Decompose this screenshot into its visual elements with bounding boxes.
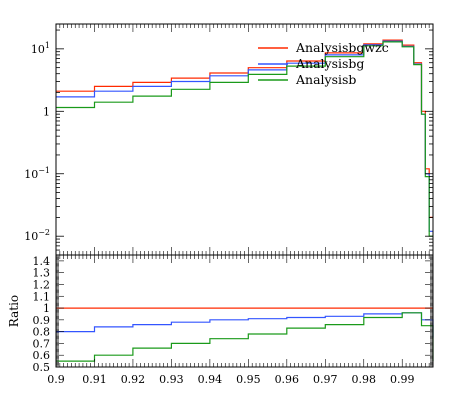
main-panel — [56, 39, 433, 237]
ratio-y-tick-label: 1 — [43, 302, 50, 315]
ratio-y-tick-label: 0.9 — [33, 314, 51, 327]
x-tick-label: 0.97 — [313, 373, 338, 386]
x-tick-label: 0.96 — [275, 373, 300, 386]
ratio-y-tick-label: 1.3 — [33, 267, 51, 280]
main-series-Analysisbg — [56, 40, 433, 232]
x-tick-label: 0.95 — [236, 373, 261, 386]
legend-label-Analysisb: Analysisb — [295, 72, 356, 87]
x-tick-label: 0.98 — [352, 373, 377, 386]
ratio-y-axis: 1.41.31.21.110.90.80.70.60.5 — [33, 254, 433, 374]
legend-label-Analysisbg: Analysisbg — [295, 56, 364, 71]
main-y-axis: 101 1 10−1 10−2 — [24, 29, 433, 256]
main-y-tick-label: 10−1 — [24, 166, 50, 181]
ratio-y-tick-label: 1.1 — [33, 290, 51, 303]
ratio-y-tick-label: 0.8 — [33, 326, 51, 339]
x-tick-label: 0.92 — [121, 373, 146, 386]
ratio-y-tick-label: 0.5 — [33, 361, 51, 374]
ratio-y-tick-label: 1.2 — [33, 278, 51, 291]
main-y-tick-label: 1 — [43, 105, 50, 118]
ratio-series-Analysisbg — [56, 312, 434, 338]
main-frame — [55, 23, 434, 256]
x-tick-label: 0.99 — [390, 373, 415, 386]
x-axis: 0.9 0.91 0.92 0.93 0.94 0.95 0.96 0.97 0.98 0.99 — [47, 24, 434, 386]
ratio-y-tick-label: 0.6 — [33, 349, 51, 362]
main-y-tick-label: 10−2 — [24, 228, 50, 243]
ratio-series-Analysisb — [56, 312, 434, 362]
x-tick-label: 0.94 — [198, 373, 223, 386]
ratio-panel — [56, 307, 434, 362]
legend-label-Analysisbgwzc: Analysisbgwzc — [295, 40, 389, 55]
main-y-tick-label: 101 — [31, 41, 50, 56]
ratio-y-axis-title: Ratio — [7, 295, 21, 327]
x-tick-label: 0.9 — [47, 373, 65, 386]
ratio-y-tick-label: 1.4 — [33, 255, 51, 268]
main-series-Analysisbgwzc — [56, 39, 433, 218]
ratio-y-tick-label: 0.7 — [33, 337, 51, 350]
main-series-Analysisb — [56, 41, 433, 237]
x-tick-label: 0.91 — [82, 373, 107, 386]
x-tick-label: 0.93 — [159, 373, 184, 386]
ratio-frame — [55, 254, 434, 368]
